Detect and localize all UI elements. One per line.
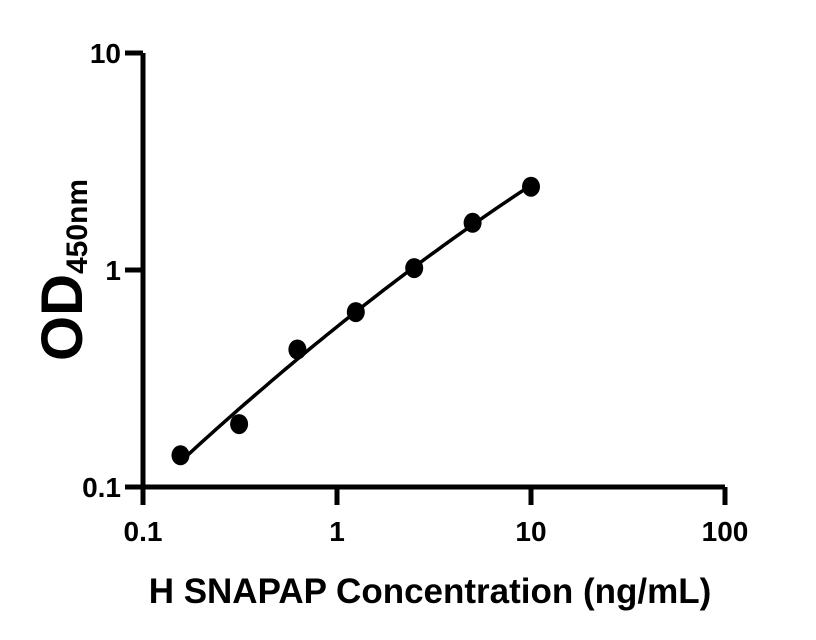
data-points — [171, 176, 540, 466]
x-tick-label: 100 — [702, 516, 749, 547]
axis-lines — [140, 53, 725, 490]
data-point-marker — [171, 445, 190, 466]
data-point-marker — [288, 339, 307, 360]
x-tick-label: 0.1 — [124, 516, 163, 547]
y-tick-label: 0.1 — [82, 472, 121, 503]
y-axis-title-main: OD — [30, 274, 95, 361]
data-point-marker — [346, 302, 365, 323]
x-axis-title: H SNAPAP Concentration (ng/mL) — [149, 572, 712, 611]
x-tick-label: 10 — [515, 516, 546, 547]
y-axis-title-sub: 450nm — [61, 179, 94, 274]
y-tick-label: 1 — [105, 255, 121, 286]
data-point-marker — [522, 176, 540, 197]
y-tick-label: 10 — [90, 38, 121, 69]
x-tick-label: 1 — [329, 516, 345, 547]
data-point-marker — [405, 258, 424, 279]
x-axis-ticks — [140, 487, 728, 505]
y-axis-title: OD450nm — [30, 179, 95, 361]
x-tick-labels: 0.1 1 10 100 — [124, 516, 749, 547]
y-tick-labels: 0.1 1 10 — [82, 38, 121, 503]
data-point-marker — [230, 414, 249, 435]
data-point-marker — [463, 212, 482, 233]
y-axis-ticks — [125, 50, 143, 490]
